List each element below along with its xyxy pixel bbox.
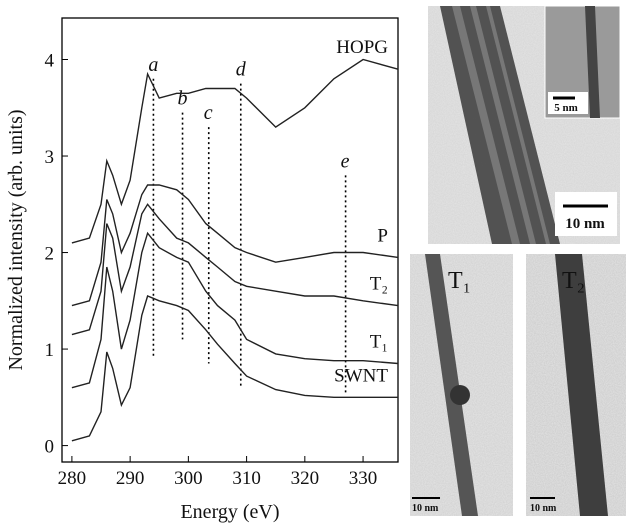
spectrum-line [71, 184, 399, 307]
series-label: T₁ [370, 332, 388, 353]
plot: 280 290 300 310 320 330 0 1 2 3 4 abc d e HOPG P T₂ T₁ SWN… [45, 17, 399, 489]
y-tick-label: 0 [45, 437, 55, 458]
panel-label: T₁ [448, 268, 471, 294]
particle [450, 385, 470, 405]
peak-label: c [204, 102, 213, 124]
peak-label: a [148, 54, 158, 76]
x-axis-label: Energy (eV) [180, 501, 279, 523]
y-tick-label: 2 [45, 244, 55, 265]
nanotube-t1 [425, 254, 478, 516]
scale-label: 10 nm [412, 503, 439, 514]
y-tick-label: 4 [45, 51, 55, 72]
peak-label: b [178, 88, 188, 110]
series-label: P [377, 225, 388, 246]
inset-scale-label: 5 nm [554, 102, 578, 114]
spectrum-line [71, 231, 399, 389]
x-tick-label: 300 [174, 468, 203, 489]
spectrum-line [71, 58, 399, 244]
bundle-fringes [452, 6, 550, 244]
peak-label: e [341, 150, 350, 172]
x-tick-label: 310 [232, 468, 261, 489]
spectrum-line [71, 295, 398, 442]
x-tick-label: 320 [291, 468, 320, 489]
plot-frame [61, 17, 399, 463]
x-tick-label: 290 [116, 468, 145, 489]
y-axis-label: Normalized intensity (arb. units) [5, 109, 27, 370]
scale-label: 10 nm [565, 216, 605, 232]
nanotube-t2 [555, 254, 608, 516]
x-tick-label: 330 [349, 468, 378, 489]
series-label: T₂ [370, 274, 388, 295]
y-tick-label: 3 [45, 147, 55, 168]
y-tick-label: 1 [45, 340, 55, 361]
series-label: SWNT [334, 365, 388, 386]
inset-tube [585, 6, 600, 118]
scale-bg [555, 192, 617, 236]
series-label: HOPG [336, 37, 388, 58]
micrographs: 5 nm 10 nm T₁ 10 nm T₂ 10 nm [410, 5, 626, 516]
panel-label: T₂ [562, 268, 585, 294]
scale-label: 10 nm [530, 503, 557, 514]
peak-label: d [236, 59, 247, 81]
spectrum-line [71, 203, 399, 336]
x-tick-label: 280 [58, 468, 87, 489]
